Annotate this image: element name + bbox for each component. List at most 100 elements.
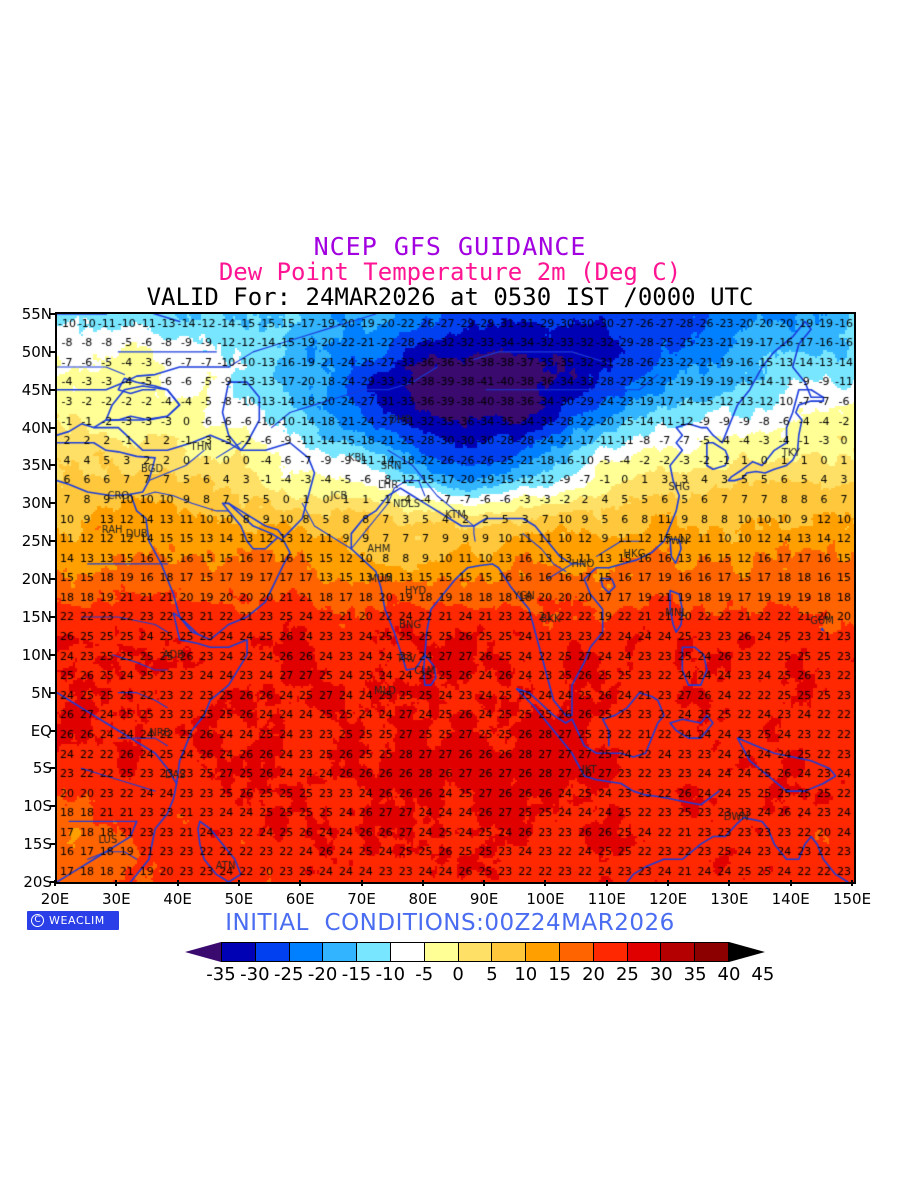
colorbar-tick-label: 40: [717, 964, 741, 985]
latitude-tick-mark: [50, 350, 57, 353]
colorbar-tick-labels: -35 -30 -25 -20 -15 -10 -5 0 5 10 15 20 25 30 35 40 45: [206, 964, 774, 986]
longitude-tick-label: 150E: [832, 890, 872, 908]
latitude-tick-mark: [50, 464, 57, 467]
logo-label: WEACLIM: [49, 914, 105, 927]
colorbar-segment: [357, 943, 391, 961]
longitude-tick-mark: [544, 880, 547, 886]
colorbar-tick-label: -30: [240, 964, 270, 985]
colorbar-tick-label: 25: [615, 964, 639, 985]
colorbar-segment: [255, 943, 290, 961]
initial-conditions-label: INITIAL CONDITIONS:00Z24MAR2026: [225, 910, 675, 936]
latitude-tick-label: 15S: [23, 835, 52, 854]
colorbar-segments: [221, 942, 729, 962]
latitude-tick-label: 50N: [21, 342, 52, 361]
latitude-tick-label: 5S: [32, 759, 52, 778]
longitude-tick-label: 40E: [163, 890, 192, 908]
longitude-tick-mark: [789, 880, 792, 886]
colorbar-segment: [593, 943, 628, 961]
colorbar-segment: [559, 943, 594, 961]
colorbar-tick-label: 0: [452, 964, 464, 985]
colorbar-segment: [627, 943, 662, 961]
longitude-tick-mark: [851, 880, 853, 886]
latitude-tick-mark: [50, 502, 57, 505]
colorbar-segment: [289, 943, 324, 961]
longitude-tick-label: 120E: [649, 890, 688, 908]
longitude-tick-label: 110E: [587, 890, 626, 908]
latitude-tick-mark: [50, 767, 57, 770]
longitude-tick-label: 70E: [347, 890, 376, 908]
latitude-tick-mark: [50, 388, 57, 391]
longitude-tick-label: 50E: [224, 890, 254, 908]
copyright-icon: C: [31, 914, 44, 927]
latitude-tick-mark: [50, 843, 57, 846]
latitude-tick-label: 55N: [21, 305, 52, 323]
longitude-tick-label: 100E: [526, 890, 565, 908]
longitude-tick-mark: [115, 880, 118, 886]
latitude-tick-mark: [50, 881, 57, 883]
longitude-tick-label: 20E: [40, 890, 70, 908]
colorbar-tick-label: -15: [341, 964, 372, 985]
colorbar-tick-label: -10: [375, 964, 406, 985]
colorbar-segment: [458, 943, 493, 961]
colorbar-over-cap: [729, 942, 765, 962]
colorbar-segment: [390, 943, 425, 961]
page-title-variable: Dew Point Temperature 2m (Deg C): [218, 258, 682, 286]
latitude-tick-mark: [50, 653, 57, 656]
longitude-tick-mark: [54, 880, 56, 886]
longitude-tick-mark: [237, 880, 240, 886]
latitude-tick-label: 10S: [23, 797, 52, 816]
longitude-tick-mark: [605, 880, 608, 886]
map-plot-area[interactable]: [55, 312, 856, 884]
latitude-tick-mark: [50, 313, 57, 315]
colorbar-tick-label: 35: [683, 964, 707, 985]
latitude-tick-label: 20N: [21, 570, 52, 589]
page-title-valid-time: VALID For: 24MAR2026 at 0530 IST /0000 U…: [146, 283, 754, 311]
latitude-tick-label: 40N: [21, 418, 52, 437]
latitude-tick-mark: [50, 729, 57, 732]
page-title-model: NCEP GFS GUIDANCE: [313, 232, 587, 261]
latitude-tick-label: 5N: [31, 683, 52, 702]
colorbar-tick-label: 5: [486, 964, 498, 985]
dew-point-heatmap-canvas: [57, 314, 854, 882]
latitude-tick-label: 35N: [21, 456, 52, 475]
longitude-tick-label: 60E: [285, 890, 315, 908]
latitude-tick-mark: [50, 691, 57, 694]
colorbar-segment: [526, 943, 560, 961]
latitude-tick-mark: [50, 426, 57, 429]
longitude-tick-label: 80E: [408, 890, 438, 908]
longitude-axis: 20E 30E 40E 50E 60E 70E 80E 90E 100E 110E 120E 130E…: [41, 880, 871, 910]
latitude-tick-label: 25N: [21, 532, 52, 551]
colorbar-tick-label: -25: [274, 964, 304, 985]
colorbar-tick-label: -20: [307, 964, 338, 985]
colorbar-tick-label: -35: [206, 964, 236, 985]
colorbar-tick-label: 30: [649, 964, 673, 985]
latitude-tick-label: 15N: [21, 607, 52, 626]
colorbar-tick-label: 20: [582, 964, 605, 985]
longitude-tick-mark: [421, 880, 424, 886]
longitude-tick-label: 140E: [771, 890, 810, 908]
colorbar-segment: [222, 943, 256, 961]
latitude-tick-mark: [50, 615, 57, 618]
latitude-tick-label: 30N: [21, 494, 52, 513]
latitude-axis: 55N 50N 45N 40N 35N 30N 25N 20N 15N 10N 5N EQ 5S 10S 1…: [0, 305, 57, 891]
latitude-tick-label: EQ: [30, 721, 52, 740]
colorbar-tick-label: -5: [415, 964, 434, 985]
colorbar-under-cap: [185, 942, 221, 962]
colorbar-segment: [424, 943, 459, 961]
colorbar: -35 -30 -25 -20 -15 -10 -5 0 5 10 15 20 25 30 35 40 45: [185, 940, 774, 986]
longitude-tick-mark: [728, 880, 731, 886]
latitude-tick-mark: [50, 805, 57, 808]
longitude-tick-mark: [176, 880, 179, 886]
weaclim-logo-badge[interactable]: C WEACLIM: [27, 911, 119, 930]
colorbar-segment: [323, 943, 358, 961]
colorbar-tick-label: 10: [514, 964, 538, 985]
longitude-tick-mark: [483, 880, 486, 886]
longitude-tick-mark: [360, 880, 363, 886]
colorbar-tick-label: 45: [751, 964, 775, 985]
latitude-tick-mark: [50, 578, 57, 581]
colorbar-segment: [492, 943, 527, 961]
latitude-tick-label: 45N: [21, 380, 52, 399]
longitude-tick-label: 130E: [710, 890, 749, 908]
latitude-tick-label: 10N: [21, 645, 52, 664]
